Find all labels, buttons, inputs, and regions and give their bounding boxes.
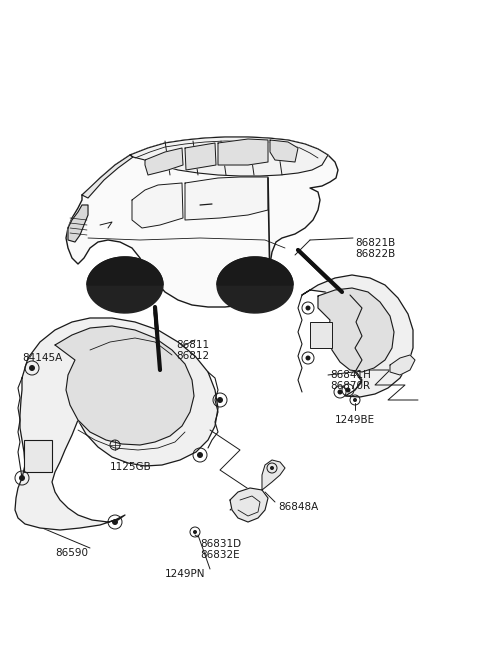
Text: 86870R: 86870R xyxy=(330,381,370,391)
Text: 84145A: 84145A xyxy=(22,353,62,363)
Polygon shape xyxy=(390,355,415,375)
FancyBboxPatch shape xyxy=(24,440,52,472)
Polygon shape xyxy=(185,177,268,220)
Polygon shape xyxy=(185,143,216,170)
Text: 86831D: 86831D xyxy=(200,539,241,549)
Polygon shape xyxy=(302,275,413,397)
Circle shape xyxy=(305,356,311,361)
Polygon shape xyxy=(87,257,163,313)
Text: 1125GB: 1125GB xyxy=(110,462,152,472)
Circle shape xyxy=(197,452,203,458)
Polygon shape xyxy=(218,139,268,165)
Circle shape xyxy=(217,397,223,403)
Polygon shape xyxy=(318,288,394,372)
Circle shape xyxy=(29,365,35,371)
Polygon shape xyxy=(230,488,268,522)
Circle shape xyxy=(305,306,311,310)
Polygon shape xyxy=(270,140,298,162)
Text: 1249PN: 1249PN xyxy=(165,569,205,579)
Polygon shape xyxy=(145,148,183,175)
Polygon shape xyxy=(262,460,285,490)
Text: 86832E: 86832E xyxy=(200,550,240,560)
Circle shape xyxy=(353,398,357,402)
Polygon shape xyxy=(130,137,328,176)
Circle shape xyxy=(337,390,343,394)
Circle shape xyxy=(19,475,25,481)
Circle shape xyxy=(346,388,350,392)
Text: 86841H: 86841H xyxy=(330,370,371,380)
Polygon shape xyxy=(15,318,218,530)
Text: 86590: 86590 xyxy=(55,548,88,558)
Circle shape xyxy=(112,519,118,525)
FancyBboxPatch shape xyxy=(310,322,332,348)
Text: 1249BE: 1249BE xyxy=(335,415,375,425)
Text: 86821B: 86821B xyxy=(355,238,395,248)
Circle shape xyxy=(270,466,274,470)
Text: 86822B: 86822B xyxy=(355,249,395,259)
Text: 86812: 86812 xyxy=(176,351,209,361)
Polygon shape xyxy=(68,205,88,242)
Text: 86811: 86811 xyxy=(176,340,209,350)
Circle shape xyxy=(193,530,197,534)
Text: 86848A: 86848A xyxy=(278,502,318,512)
Polygon shape xyxy=(132,183,183,228)
Polygon shape xyxy=(82,155,133,198)
Polygon shape xyxy=(55,326,194,445)
Polygon shape xyxy=(217,257,293,285)
Polygon shape xyxy=(87,257,163,285)
Polygon shape xyxy=(217,257,293,313)
Polygon shape xyxy=(66,137,338,307)
